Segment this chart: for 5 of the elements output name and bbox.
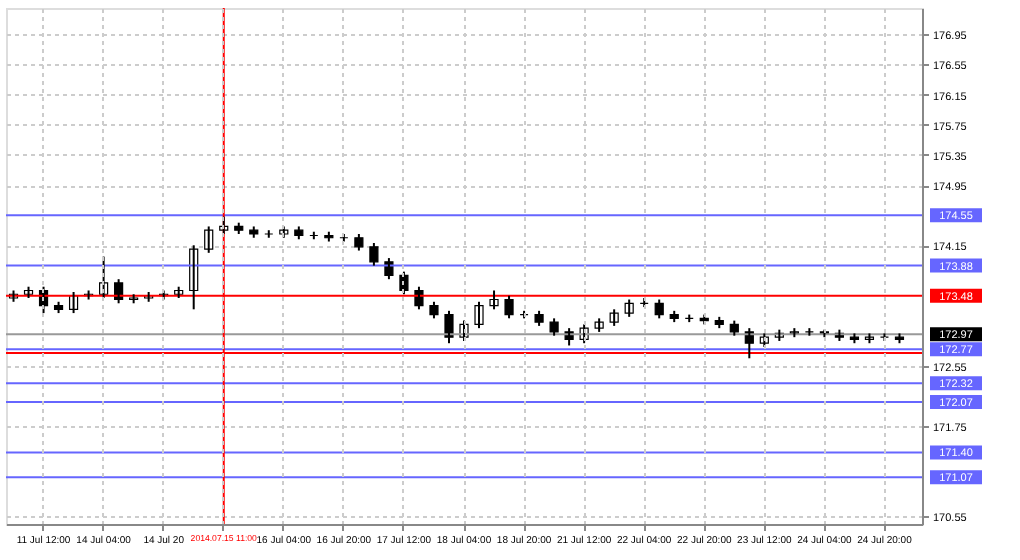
candlestick bbox=[549, 317, 559, 337]
candlestick bbox=[594, 317, 604, 333]
candlestick bbox=[369, 242, 379, 267]
candlestick bbox=[534, 309, 544, 327]
candlestick bbox=[129, 293, 139, 305]
